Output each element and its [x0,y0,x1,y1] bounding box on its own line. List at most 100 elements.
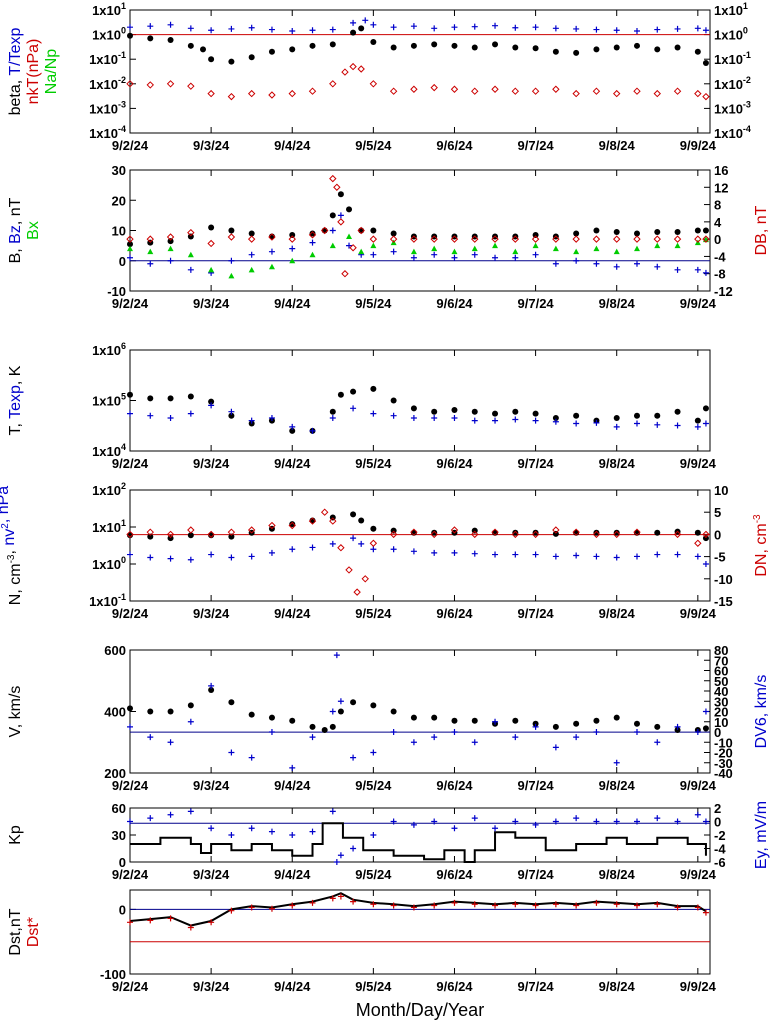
data-point-s1 [492,417,499,424]
panel-kp: 9/2/24 9/3/24 9/4/24 9/5/24 9/6/24 9/7/24 9/8/… [7,801,770,880]
kp-step-line [130,822,707,863]
data-point-s0 [694,417,701,424]
data-point-s1 [674,266,681,273]
data-point-s1 [289,764,296,771]
data-point-s0 [208,56,215,63]
data-point-s1 [187,556,194,563]
data-point-s1 [248,417,255,424]
y-tick-label: 10 [112,224,126,239]
x-tick-label: 9/2/24 [112,867,149,880]
y-tick-label: -40 [714,766,733,781]
data-point-s0 [390,44,397,51]
data-point-s1 [228,25,235,32]
data-point-s0 [573,815,580,822]
data-point-s1 [167,415,174,422]
data-point-s1 [512,734,519,741]
data-point-s2 [694,89,702,98]
x-tick-label: 9/6/24 [436,456,473,471]
data-point-s0 [329,895,336,902]
data-point-s2 [147,248,154,255]
x-tick-label: 9/8/24 [599,979,636,994]
y-tick-label: 16 [714,163,728,178]
x-tick-label: 9/5/24 [355,296,392,311]
data-point-s0 [187,924,194,931]
data-point-s0 [573,230,580,237]
data-point-s0 [532,720,539,727]
data-point-s1 [431,734,438,741]
y-tick-label: -30 [714,756,733,771]
data-point-s2 [358,248,365,255]
data-point-s2 [187,526,195,534]
data-point-s0 [702,535,709,542]
data-point-s2 [207,530,215,539]
x-tick-label: 9/7/24 [518,778,555,793]
y-tick-label: -8 [714,267,726,282]
data-point-s1 [208,402,215,409]
data-point-s3 [268,233,276,241]
data-point-s0 [532,821,539,828]
data-point-s0 [248,54,255,61]
data-point-s1 [370,546,377,553]
x-tick-label: 9/3/24 [193,979,230,994]
data-point-s3 [531,235,540,243]
data-point-s1 [187,718,194,725]
data-point-s1 [410,548,417,555]
data-point-s1 [613,27,620,34]
data-point-s0 [268,48,275,55]
data-point-s0 [350,699,357,706]
data-point-s2 [410,85,418,93]
plot-frame [129,889,711,975]
data-point-s0 [613,818,620,825]
data-point-s2 [268,263,275,270]
data-point-s0 [147,917,154,924]
data-point-s3 [633,235,641,243]
y-tick-label: 1x10-1 [714,50,751,67]
data-point-s0 [674,408,681,415]
data-point-s0 [127,391,133,398]
data-point-s0 [187,393,194,400]
data-point-s0 [674,229,681,236]
data-point-s1 [613,263,620,270]
x-tick-label: 9/2/24 [112,138,149,153]
data-point-s3 [430,235,438,243]
data-point-s1 [167,555,174,562]
data-point-s0 [512,529,519,536]
data-point-s0 [268,905,275,912]
data-point-s2 [471,530,479,539]
data-point-s3 [308,231,317,239]
data-point-s3 [337,218,345,226]
data-point-s3 [653,235,661,243]
data-point-s2 [552,526,560,534]
data-point-s3 [592,235,601,243]
data-point-s2 [166,530,175,539]
data-point-s0 [187,42,194,49]
data-point-s1 [552,744,559,751]
y-tick-label: 1x101 [92,1,126,18]
data-point-s0 [512,901,519,908]
data-point-s0 [471,815,478,822]
data-point-s3 [572,235,580,243]
data-point-s1 [552,25,559,32]
y-axis-label-left-3: Na/Np [43,49,60,94]
data-point-s1 [451,415,458,422]
y-tick-label: 1x102 [92,481,126,498]
x-tick-label: 9/8/24 [599,138,636,153]
data-point-s2 [471,245,478,252]
data-point-s1 [573,257,580,264]
y-axis-label-left-2: Dst* [25,917,42,947]
x-tick-label: 9/9/24 [680,606,717,621]
data-point-s2 [674,242,681,249]
data-point-s2 [450,526,459,534]
y-axis-label-left: beta, T/Texp [7,28,24,116]
data-point-s1 [248,553,255,560]
data-point-s1 [573,420,580,427]
data-point-s1 [268,415,275,422]
data-point-s0 [552,415,559,422]
data-point-s0 [593,717,600,724]
data-point-s2 [346,233,353,240]
y-tick-label: -6 [714,855,726,870]
x-tick-label: 9/2/24 [112,606,149,621]
x-tick-label: 9/6/24 [436,867,473,880]
data-point-s0 [451,42,458,49]
data-point-s1 [654,551,661,558]
